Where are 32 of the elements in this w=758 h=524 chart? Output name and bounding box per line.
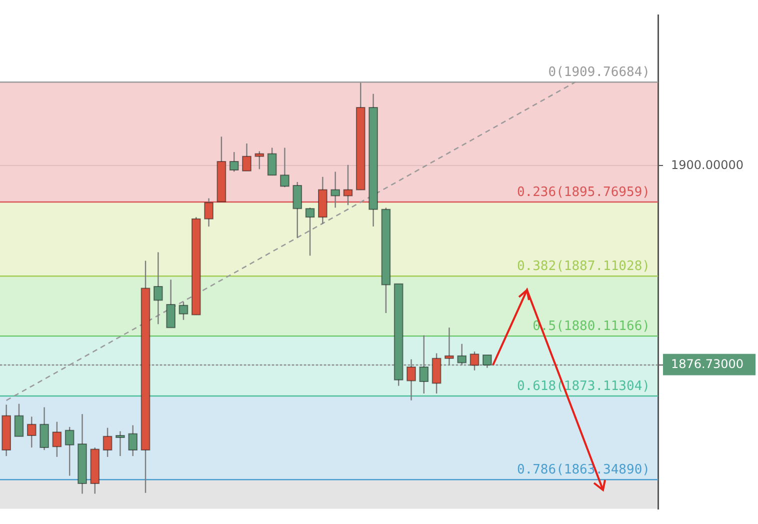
candlestick [292,181,302,238]
candlestick [419,334,429,394]
candlestick [343,164,353,206]
candlestick [242,142,252,172]
candlestick [178,301,188,320]
candlestick [204,198,214,228]
candlestick [229,151,239,172]
y-tick-label: 1900.00000 [671,158,744,172]
y-tick-label: 1876.73000 [671,357,744,372]
candlestick [154,252,163,325]
candlestick [102,427,112,458]
ref-line-label: 0.236(1895.76959) [516,184,650,200]
ref-line-label: 0.382(1887.11028) [516,259,650,274]
candlestick [116,430,125,457]
candlestick [267,147,277,176]
candlestick [444,326,454,366]
ref-line-label: 0(1909.76684) [548,64,650,80]
candlestick [406,358,416,401]
candlestick [470,350,480,372]
candlestick [40,406,49,451]
candlestick [457,343,467,366]
candlestick [166,279,176,328]
candlestick [305,207,315,256]
candlestick [26,416,36,448]
candlestick [14,403,24,437]
candlestick [64,426,74,476]
candlestick [482,354,492,368]
candlestick [280,147,290,188]
candlestick [330,171,340,208]
candlestick [128,424,138,457]
candlestick [254,150,264,170]
candlestick [52,421,62,458]
